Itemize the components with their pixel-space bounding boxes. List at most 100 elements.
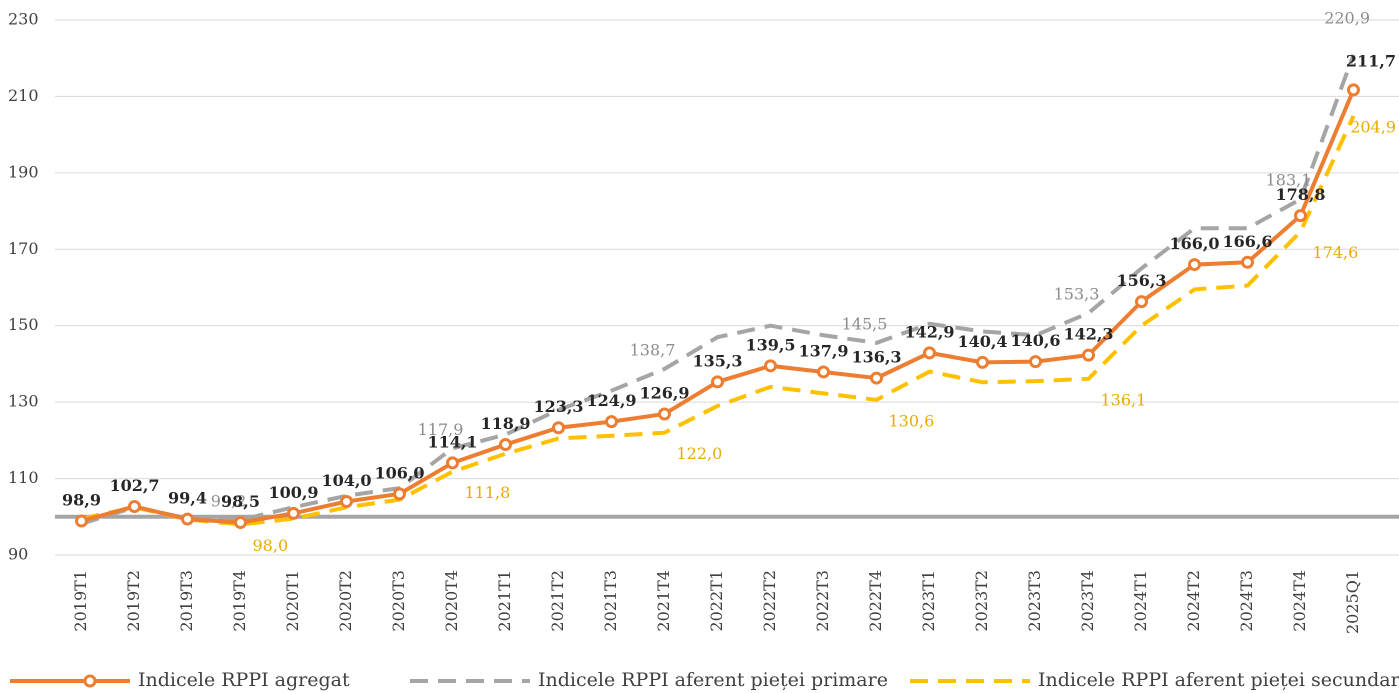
legend-label: Indicele RPPI aferent pieței secundare <box>1038 669 1399 691</box>
data-label: 106,0 <box>374 463 424 482</box>
series-line <box>81 115 1356 527</box>
marker <box>446 456 459 470</box>
data-label: 140,6 <box>1010 331 1060 350</box>
y-tick-label: 170 <box>8 239 39 258</box>
data-label: 117,9 <box>418 420 464 439</box>
data-label: 126,9 <box>639 383 689 402</box>
y-tick-label: 130 <box>8 392 39 411</box>
data-label: 122,0 <box>677 444 723 463</box>
marker <box>1135 295 1148 309</box>
legend-label: Indicele RPPI aferent pieței primare <box>538 669 888 691</box>
data-label: 153,3 <box>1054 285 1100 304</box>
data-label: 104,0 <box>321 471 371 490</box>
marker <box>658 407 671 421</box>
marker <box>75 514 88 528</box>
marker <box>817 365 830 379</box>
x-tick-label: 2019T4 <box>230 570 249 632</box>
x-tick-label: 2020T4 <box>442 570 461 632</box>
x-tick-label: 2021T4 <box>654 570 673 632</box>
legend-marker <box>83 674 97 688</box>
marker <box>340 495 353 508</box>
data-label: 99,4 <box>168 489 207 508</box>
data-label: 118,9 <box>480 414 530 433</box>
data-label: 130,6 <box>889 411 935 430</box>
marker <box>923 346 936 360</box>
data-label: 100,9 <box>268 483 318 502</box>
legend-label: Indicele RPPI agregat <box>138 669 350 691</box>
data-label: 99,2 <box>211 491 247 510</box>
data-label: 136,1 <box>1101 390 1147 409</box>
data-label: 140,4 <box>957 332 1007 351</box>
data-label: 142,9 <box>904 322 954 341</box>
marker <box>976 355 989 369</box>
data-label: 166,6 <box>1222 232 1272 251</box>
marker <box>234 516 247 530</box>
x-tick-label: 2023T4 <box>1078 570 1097 632</box>
marker <box>764 359 777 373</box>
x-tick-label: 2020T2 <box>336 570 355 632</box>
data-label: 156,3 <box>1116 271 1166 290</box>
data-label: 145,5 <box>842 314 888 333</box>
data-label: 142,3 <box>1063 325 1113 344</box>
marker <box>128 499 141 513</box>
x-tick-label: 2019T1 <box>71 570 90 632</box>
data-label: 102,7 <box>109 476 159 495</box>
x-tick-label: 2022T1 <box>707 570 726 632</box>
marker <box>711 375 724 389</box>
marker <box>287 506 300 520</box>
series-line <box>80 54 1356 526</box>
x-tick-label: 2020T3 <box>389 570 408 632</box>
y-tick-label: 90 <box>8 545 28 564</box>
data-label: 136,3 <box>851 348 901 367</box>
data-label: 204,9 <box>1350 117 1396 136</box>
x-tick-label: 2021T3 <box>601 570 620 632</box>
x-tick-label: 2024T2 <box>1184 570 1203 632</box>
data-label: 211,7 <box>1346 51 1396 70</box>
marker <box>605 415 618 429</box>
marker <box>393 487 406 501</box>
data-label: 98,9 <box>62 490 101 509</box>
marker <box>552 421 565 435</box>
y-tick-label: 150 <box>8 315 39 334</box>
data-label: 98,0 <box>253 536 289 555</box>
data-label: 174,6 <box>1313 243 1359 262</box>
marker <box>1294 209 1307 223</box>
marker <box>870 371 883 385</box>
marker <box>1082 348 1095 362</box>
x-tick-label: 2023T2 <box>972 570 991 632</box>
y-tick-label: 190 <box>8 162 39 181</box>
data-label: 220,9 <box>1324 8 1370 27</box>
data-label: 139,5 <box>745 335 795 354</box>
x-tick-label: 2022T3 <box>813 570 832 632</box>
x-tick-label: 2024T4 <box>1290 570 1309 632</box>
data-label: 178,8 <box>1275 185 1325 204</box>
x-tick-label: 2019T3 <box>177 570 196 632</box>
x-tick-label: 2024T1 <box>1131 570 1150 632</box>
marker <box>1347 83 1360 97</box>
x-tick-label: 2025Q1 <box>1343 570 1362 634</box>
x-tick-label: 2021T2 <box>548 570 567 632</box>
x-tick-label: 2021T1 <box>495 570 514 632</box>
marker <box>499 438 512 452</box>
x-tick-label: 2023T1 <box>919 570 938 632</box>
marker <box>1188 258 1201 272</box>
marker <box>1241 255 1254 269</box>
x-tick-label: 2023T3 <box>1025 570 1044 632</box>
data-label: 123,3 <box>533 397 583 416</box>
x-tick-label: 2024T3 <box>1237 570 1256 632</box>
data-label: 137,9 <box>798 341 848 360</box>
y-tick-label: 230 <box>8 10 39 29</box>
data-label: 114,1 <box>427 432 477 451</box>
y-tick-label: 110 <box>8 468 39 487</box>
data-label: 138,7 <box>630 340 676 359</box>
data-label: 183,1 <box>1266 171 1312 190</box>
data-label: 98,5 <box>221 492 260 511</box>
data-label: 166,0 <box>1169 234 1219 253</box>
data-label: 135,3 <box>692 351 742 370</box>
y-tick-label: 210 <box>8 86 39 105</box>
x-tick-label: 2020T1 <box>283 570 302 632</box>
data-label: 111,8 <box>465 483 511 502</box>
data-label: 124,9 <box>586 391 636 410</box>
x-tick-label: 2022T2 <box>760 570 779 632</box>
